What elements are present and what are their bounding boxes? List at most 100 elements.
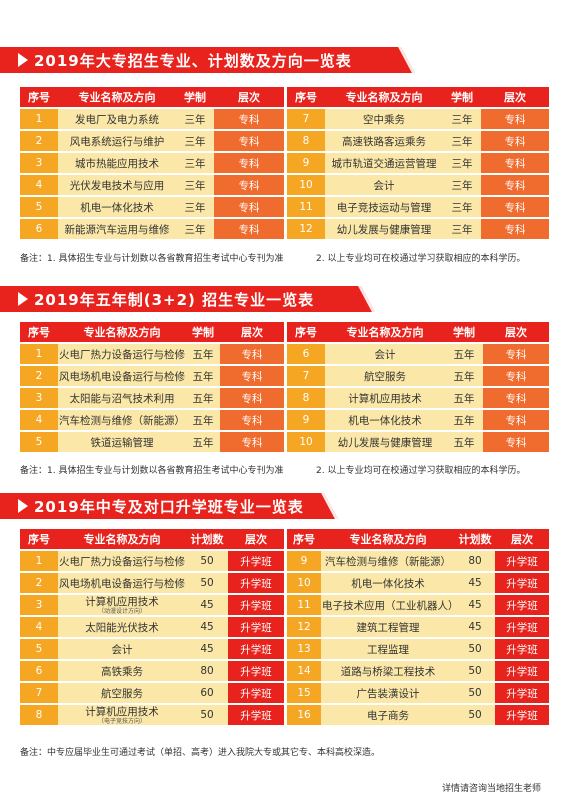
- level-badge: 升学班: [228, 705, 284, 725]
- major-name: 高铁乘务: [58, 661, 186, 681]
- row-number: 2: [20, 131, 58, 151]
- row-number: 8: [287, 388, 325, 408]
- col-header-name: 专业名称及方向: [325, 87, 443, 107]
- major-name-main: 计算机应用技术: [85, 595, 159, 608]
- major-name: 太阳能光伏技术: [58, 617, 186, 637]
- row-number: 2: [20, 366, 58, 386]
- row-number: 3: [20, 153, 58, 173]
- study-years: 三年: [443, 109, 481, 129]
- row-number: 11: [287, 595, 321, 615]
- level-badge: 专科: [214, 109, 284, 129]
- col-header-no: 序号: [20, 87, 58, 107]
- major-name: 幼儿发展与健康管理: [325, 432, 445, 452]
- section3-table-left: 序号 专业名称及方向 计划数 层次 1 火电厂热力设备运行与检修 50 升学班 2 风电场…: [20, 527, 284, 727]
- table-row: 7 空中乘务 三年 专科: [287, 109, 549, 129]
- col-header-level: 层次: [483, 322, 549, 342]
- table-row: 8 高速铁路客运乘务 三年 专科: [287, 131, 549, 151]
- level-badge: 升学班: [495, 573, 549, 593]
- table-row: 1 火电厂热力设备运行与检修 五年 专科: [20, 344, 284, 364]
- table-row: 5 铁道运输管理 五年 专科: [20, 432, 284, 452]
- table-row: 12 建筑工程管理 45 升学班: [287, 617, 549, 637]
- major-name: 风电场机电设备运行与检修: [58, 573, 186, 593]
- col-header-level: 层次: [228, 529, 284, 549]
- arrow-right-icon: [18, 292, 28, 306]
- level-badge: 专科: [214, 219, 284, 239]
- col-header-name: 专业名称及方向: [58, 529, 186, 549]
- major-name: 计算机应用技术 （电子竞技方向）: [58, 705, 186, 725]
- major-name: 火电厂热力设备运行与检修: [58, 344, 186, 364]
- row-number: 10: [287, 573, 321, 593]
- section2-table-right: 序号 专业名称及方向 学制 层次 6 会计 五年 专科 7 航空服务 五年 专科 8 计算机应用技…: [287, 320, 549, 454]
- major-name: 风电系统运行与维护: [58, 131, 176, 151]
- section2-banner: 2019年五年制(3+2) 招生专业一览表: [0, 286, 375, 312]
- row-number: 4: [20, 617, 58, 637]
- table-row: 5 会计 45 升学班: [20, 639, 284, 659]
- table-row: 4 太阳能光伏技术 45 升学班: [20, 617, 284, 637]
- major-name: 会计: [325, 175, 443, 195]
- col-header-level: 层次: [481, 87, 549, 107]
- study-years: 三年: [443, 153, 481, 173]
- level-badge: 升学班: [228, 639, 284, 659]
- level-badge: 升学班: [495, 639, 549, 659]
- table-row: 6 会计 五年 专科: [287, 344, 549, 364]
- level-badge: 升学班: [228, 551, 284, 571]
- level-badge: 专科: [214, 153, 284, 173]
- major-name: 会计: [325, 344, 445, 364]
- row-number: 16: [287, 705, 321, 725]
- row-number: 5: [20, 432, 58, 452]
- row-number: 12: [287, 617, 321, 637]
- table-row: 10 机电一体化技术 45 升学班: [287, 573, 549, 593]
- level-badge: 专科: [483, 432, 549, 452]
- row-number: 5: [20, 639, 58, 659]
- row-number: 1: [20, 344, 58, 364]
- table-row: 7 航空服务 60 升学班: [20, 683, 284, 703]
- level-badge: 专科: [481, 175, 549, 195]
- table-row: 7 航空服务 五年 专科: [287, 366, 549, 386]
- level-badge: 升学班: [495, 617, 549, 637]
- major-name: 航空服务: [325, 366, 445, 386]
- table-row: 11 电子技术应用（工业机器人） 45 升学班: [287, 595, 549, 615]
- col-header-level: 层次: [495, 529, 549, 549]
- table-row: 9 城市轨道交通运营管理 三年 专科: [287, 153, 549, 173]
- major-name: 铁道运输管理: [58, 432, 186, 452]
- section3-banner: 2019年中专及对口升学班专业一览表: [0, 493, 338, 519]
- col-header-level: 层次: [214, 87, 284, 107]
- plan-count: 50: [455, 705, 495, 725]
- study-years: 三年: [443, 197, 481, 217]
- row-number: 7: [20, 683, 58, 703]
- study-years: 五年: [445, 388, 483, 408]
- plan-count: 50: [186, 573, 228, 593]
- plan-count: 50: [455, 639, 495, 659]
- plan-count: 50: [186, 551, 228, 571]
- col-header-years: 学制: [443, 87, 481, 107]
- row-number: 13: [287, 639, 321, 659]
- level-badge: 升学班: [495, 683, 549, 703]
- row-number: 8: [20, 705, 58, 725]
- level-badge: 专科: [220, 410, 284, 430]
- table-row: 9 机电一体化技术 五年 专科: [287, 410, 549, 430]
- section2-note-right: 2. 以上专业均可在校通过学习获取相应的本科学历。: [316, 466, 526, 476]
- col-header-years: 学制: [176, 87, 214, 107]
- major-name: 高速铁路客运乘务: [325, 131, 443, 151]
- major-name: 火电厂热力设备运行与检修: [58, 551, 186, 571]
- level-badge: 专科: [483, 388, 549, 408]
- plan-count: 60: [186, 683, 228, 703]
- major-name: 电子商务: [321, 705, 455, 725]
- row-number: 10: [287, 432, 325, 452]
- col-header-level: 层次: [220, 322, 284, 342]
- study-years: 五年: [186, 410, 220, 430]
- row-number: 9: [287, 410, 325, 430]
- level-badge: 专科: [481, 219, 549, 239]
- level-badge: 升学班: [228, 661, 284, 681]
- study-years: 三年: [176, 219, 214, 239]
- major-name-main: 计算机应用技术: [85, 705, 159, 718]
- study-years: 五年: [445, 410, 483, 430]
- level-badge: 专科: [214, 175, 284, 195]
- section3-title: 2019年中专及对口升学班专业一览表: [34, 497, 304, 516]
- table-row: 3 城市热能应用技术 三年 专科: [20, 153, 284, 173]
- table-row: 10 会计 三年 专科: [287, 175, 549, 195]
- level-badge: 专科: [483, 410, 549, 430]
- level-badge: 专科: [483, 344, 549, 364]
- major-name: 空中乘务: [325, 109, 443, 129]
- major-name: 机电一体化技术: [325, 410, 445, 430]
